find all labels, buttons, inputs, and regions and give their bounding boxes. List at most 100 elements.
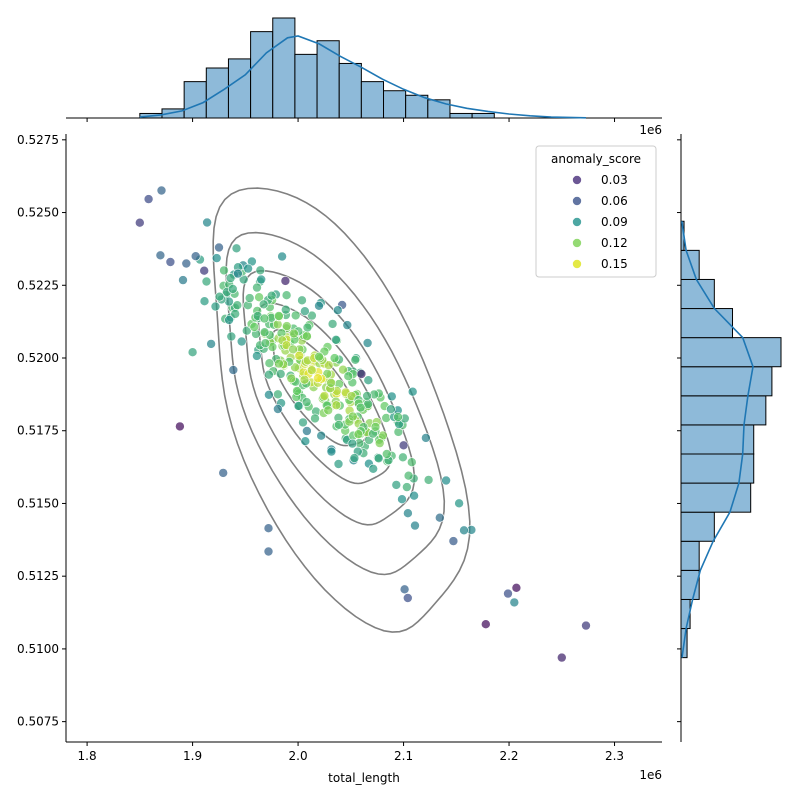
- scatter-point: [370, 422, 381, 432]
- scatter-point: [214, 291, 225, 302]
- scatter-point: [350, 354, 361, 365]
- scatter-point: [252, 282, 262, 293]
- scatter-point: [356, 369, 367, 379]
- scatter-point: [281, 321, 292, 331]
- scatter-point: [231, 243, 242, 254]
- y-axis-ticks: 0.5075 0.5100 0.5125 0.5150 0.5175 0.5200 0.52…: [17, 133, 681, 729]
- scatter-point: [393, 412, 403, 422]
- scatter-point: [386, 404, 396, 415]
- scatter-point: [286, 373, 297, 384]
- scatter-point: [230, 309, 240, 319]
- y-tick-label: 0.5150: [17, 496, 59, 510]
- scatter-point: [329, 353, 340, 363]
- scatter-point: [143, 194, 154, 204]
- top-histogram-bar: [294, 53, 318, 119]
- scatter-point: [202, 217, 212, 228]
- scatter-point: [362, 391, 372, 401]
- scatter-point: [323, 405, 334, 416]
- scatter-point: [264, 358, 275, 369]
- scatter-point: [368, 463, 379, 474]
- scatter-point: [556, 652, 567, 663]
- scatter-point: [343, 371, 354, 382]
- x-tick-label: 2.1: [394, 749, 413, 763]
- scatter-point: [228, 365, 239, 375]
- scatter-point: [135, 217, 145, 228]
- scatter-point: [175, 421, 185, 432]
- scatter-point: [326, 378, 336, 388]
- right-histogram-bar: [680, 395, 767, 426]
- scatter-point: [236, 336, 247, 347]
- legend-title: anomaly_score: [551, 152, 641, 166]
- scatter-point: [298, 417, 308, 428]
- scatter-point: [313, 373, 323, 384]
- y-tick-label: 0.5275: [17, 133, 59, 147]
- y-tick-label: 0.5125: [17, 569, 59, 583]
- scatter-point: [310, 413, 320, 424]
- scatter-point: [258, 299, 269, 310]
- top-histogram-bar: [316, 40, 340, 119]
- legend-marker: [572, 175, 582, 185]
- y-tick-label: 0.5175: [17, 424, 59, 438]
- scatter-point: [273, 389, 283, 400]
- x-tick-label: 1.9: [183, 749, 202, 763]
- scatter-point: [233, 268, 243, 279]
- y-tick-label: 0.5200: [17, 351, 59, 365]
- top-kde-curve: [139, 35, 587, 119]
- scatter-point: [243, 263, 253, 274]
- scatter-point: [264, 389, 274, 400]
- scatter-point: [353, 429, 364, 440]
- scatter-point: [480, 619, 491, 630]
- scatter-point: [249, 322, 260, 332]
- scatter-point: [293, 401, 304, 411]
- scatter-point: [399, 584, 410, 595]
- scatter-point: [273, 311, 284, 321]
- scatter-point: [319, 391, 330, 401]
- scatter-point: [381, 449, 392, 459]
- right-histogram-bar: [680, 366, 773, 397]
- scatter-point: [214, 242, 224, 253]
- scatter-point: [299, 374, 310, 385]
- axes-spines: [65, 134, 662, 743]
- scatter-point: [259, 327, 270, 338]
- scatter-point: [332, 305, 343, 316]
- main-scatter-panel: 1.8 1.9 2.0 2.1 2.2 2.3 0.50750.51000.51250.5…: [17, 118, 681, 763]
- scatter-point: [252, 351, 262, 361]
- scatter-point: [349, 453, 360, 463]
- scatter-point: [406, 457, 417, 468]
- scatter-point: [581, 620, 591, 631]
- scatter-point: [391, 480, 402, 490]
- scatter-point: [454, 498, 464, 509]
- scatter-point: [280, 304, 291, 315]
- scatter-point: [347, 411, 358, 422]
- x-tick-label: 2.2: [499, 749, 518, 763]
- scatter-point: [403, 508, 413, 519]
- scatter-point: [326, 446, 337, 457]
- scatter-point: [306, 365, 317, 376]
- scatter-point: [165, 257, 176, 267]
- scatter-point: [292, 386, 302, 396]
- legend-frame: [535, 145, 657, 278]
- scatter-point: [281, 290, 292, 301]
- legend-marker: [572, 259, 582, 269]
- scatter-point: [511, 582, 522, 593]
- scatter-point: [307, 310, 317, 321]
- scatter-point: [402, 593, 413, 603]
- scatter-point: [410, 520, 420, 531]
- legend-label: 0.09: [601, 215, 628, 229]
- right-histogram-bar: [680, 540, 700, 571]
- scatter-point: [244, 293, 255, 303]
- x-tick-label: 2.0: [289, 749, 308, 763]
- scatter-point: [289, 328, 299, 339]
- scatter-point: [224, 315, 234, 325]
- scatter-point: [434, 512, 445, 523]
- scatter-point: [342, 320, 353, 330]
- scatter-point: [300, 306, 310, 317]
- right-marginal-histogram: [680, 134, 782, 742]
- scatter-point: [288, 344, 298, 355]
- scatter-points: [135, 185, 591, 663]
- legend-label: 0.12: [601, 236, 628, 250]
- scatter-point: [397, 494, 407, 505]
- scatter-point: [263, 523, 274, 534]
